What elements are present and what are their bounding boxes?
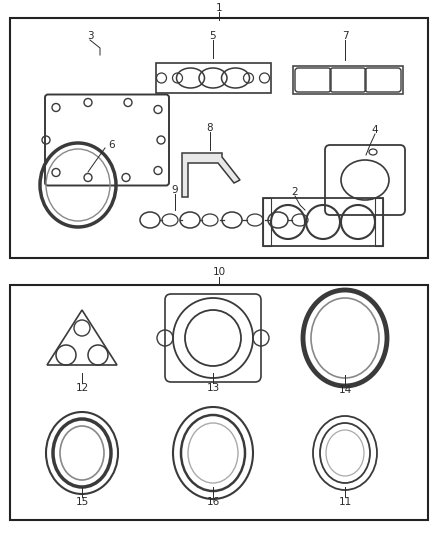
Bar xyxy=(293,66,403,94)
Text: 2: 2 xyxy=(292,187,298,197)
Text: 16: 16 xyxy=(206,497,219,507)
Bar xyxy=(10,285,428,520)
Bar xyxy=(155,63,271,93)
Bar xyxy=(375,198,383,246)
Bar xyxy=(263,198,271,246)
Text: 5: 5 xyxy=(210,31,216,41)
Text: 3: 3 xyxy=(87,31,93,41)
Text: 14: 14 xyxy=(339,385,352,395)
Text: 10: 10 xyxy=(212,267,226,277)
Text: 6: 6 xyxy=(109,140,115,150)
Polygon shape xyxy=(182,153,240,197)
Text: 9: 9 xyxy=(172,185,178,195)
Text: 13: 13 xyxy=(206,383,219,393)
Bar xyxy=(10,18,428,258)
Text: 4: 4 xyxy=(372,125,378,135)
Text: 12: 12 xyxy=(75,383,88,393)
Text: 7: 7 xyxy=(342,31,348,41)
Text: 11: 11 xyxy=(339,497,352,507)
Text: 15: 15 xyxy=(75,497,88,507)
Bar xyxy=(263,198,383,246)
Text: 8: 8 xyxy=(207,123,213,133)
Text: 1: 1 xyxy=(215,3,223,13)
